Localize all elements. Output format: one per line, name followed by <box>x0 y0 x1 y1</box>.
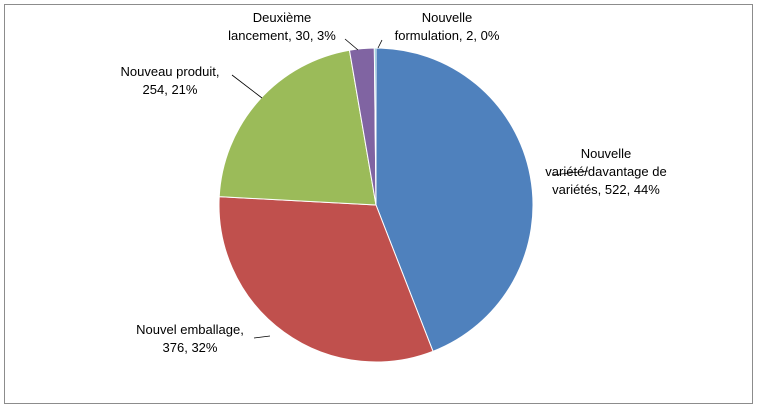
slice-label-0: Nouvelle variété/davantage de variétés, 52… <box>545 146 666 197</box>
slice-label-3: Deuxième lancement, 30, 3% <box>228 10 336 43</box>
leader-line-4 <box>377 39 383 49</box>
slice-label-line: Nouvelle <box>581 146 632 161</box>
slice-label-line: variétés, 522, 44% <box>552 182 660 197</box>
slice-label-line: Nouvel emballage, <box>136 322 244 337</box>
slice-label-line: variété/davantage de <box>545 164 666 179</box>
slice-label-1: Nouvel emballage, 376, 32% <box>136 322 244 355</box>
leader-line-2 <box>231 74 263 99</box>
slice-label-line: 376, 32% <box>163 340 218 355</box>
slice-label-2: Nouveau produit, 254, 21% <box>120 64 219 97</box>
slice-label-line: formulation, 2, 0% <box>395 28 500 43</box>
leader-line-3 <box>344 38 359 51</box>
slice-label-line: Nouveau produit, <box>120 64 219 79</box>
slice-label-line: 254, 21% <box>143 82 198 97</box>
pie-slice-1 <box>218 196 434 363</box>
slice-label-line: lancement, 30, 3% <box>228 28 336 43</box>
slice-label-line: Deuxième <box>253 10 312 25</box>
slice-label-line: Nouvelle <box>422 10 473 25</box>
leader-line-0 <box>551 170 589 176</box>
leader-line-1 <box>253 335 271 339</box>
slice-label-4: Nouvelle formulation, 2, 0% <box>395 10 500 43</box>
pie-slice-4 <box>373 47 377 206</box>
pie-slice-2 <box>218 49 377 206</box>
pie-slice-0 <box>375 47 534 352</box>
